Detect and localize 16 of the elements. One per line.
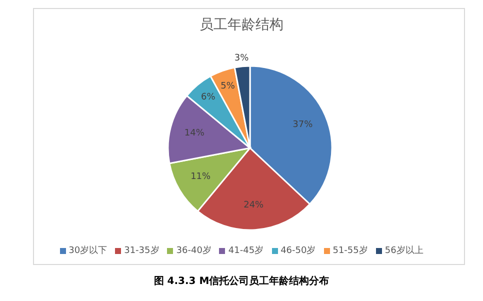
legend-label: 36-40岁	[175, 244, 212, 257]
legend-label: 51-55岁	[332, 244, 368, 257]
data-label: 3%	[234, 53, 250, 64]
caption: 图 4.3.3 M信托公司员工年龄结构分布	[152, 274, 330, 288]
legend-label: 56岁以上	[384, 244, 424, 257]
data-label: 24%	[244, 200, 264, 210]
legend-label: 31-35岁	[123, 244, 160, 257]
legend-label: 46-50岁	[280, 244, 316, 257]
data-label: 37%	[292, 120, 314, 130]
data-label: 14%	[184, 128, 205, 139]
legend-label: 30岁以下	[68, 244, 108, 257]
data-label: 11%	[190, 172, 212, 182]
legend-label: 41-45岁	[227, 244, 264, 257]
chart-title: 员工年龄结构	[198, 16, 284, 34]
data-label: 5%	[220, 81, 236, 92]
data-label: 6%	[201, 92, 216, 102]
